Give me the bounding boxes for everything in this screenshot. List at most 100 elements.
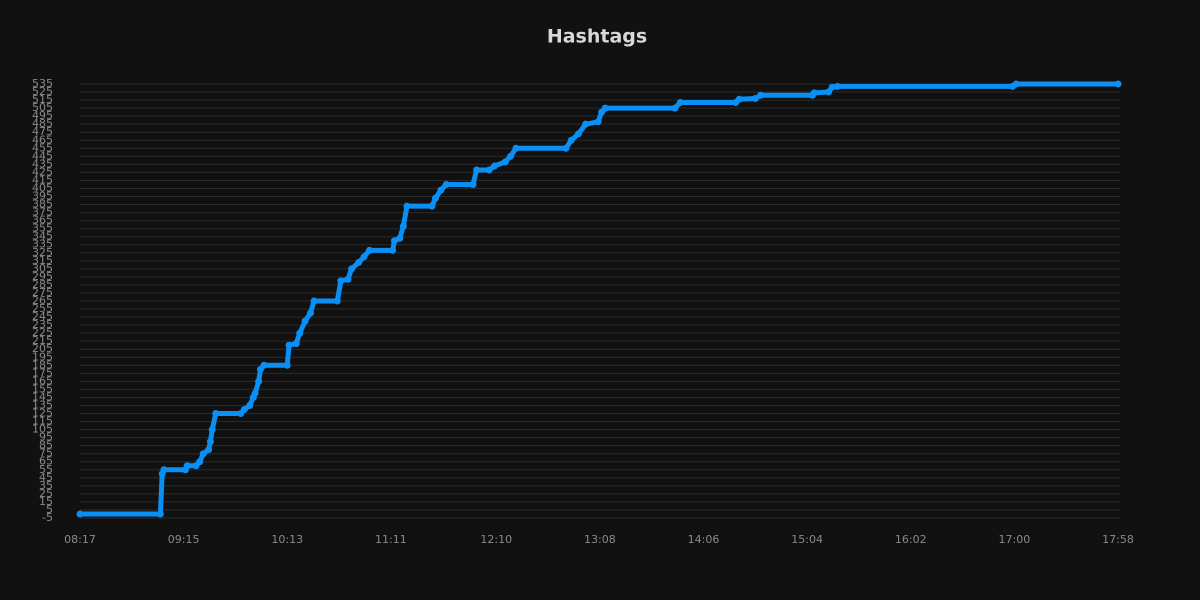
data-point — [199, 450, 207, 458]
y-tick-label: 335 — [32, 238, 53, 251]
y-tick-label: 525 — [32, 85, 53, 98]
y-tick-label: 215 — [32, 334, 53, 347]
data-point — [292, 340, 300, 348]
data-point — [735, 95, 743, 103]
data-point — [196, 458, 204, 466]
data-point — [344, 275, 352, 283]
y-tick-label: 475 — [32, 125, 53, 138]
data-point — [396, 234, 404, 242]
y-tick-label: 455 — [32, 141, 53, 154]
y-tick-label: 495 — [32, 109, 53, 122]
y-tick-label: 345 — [32, 230, 53, 243]
data-point — [160, 466, 168, 474]
data-point — [283, 361, 291, 369]
y-tick-label: 105 — [32, 423, 53, 436]
data-point — [156, 510, 164, 518]
data-point — [671, 104, 679, 112]
data-point — [834, 82, 842, 90]
x-tick-label: 12:10 — [480, 533, 512, 546]
data-point — [512, 144, 520, 152]
y-tick-label: 235 — [32, 318, 53, 331]
y-tick-label: 385 — [32, 198, 53, 211]
y-tick-label: 485 — [32, 117, 53, 130]
y-tick-label: 465 — [32, 133, 53, 146]
data-point — [507, 152, 515, 160]
data-point — [285, 341, 293, 349]
data-point — [365, 246, 373, 254]
data-point — [208, 426, 216, 434]
data-point — [825, 88, 833, 96]
y-tick-label: 5 — [46, 503, 53, 516]
x-tick-label: 17:00 — [999, 533, 1031, 546]
x-tick-label: 11:11 — [375, 533, 407, 546]
data-point — [1114, 80, 1122, 88]
x-tick-label: 10:13 — [271, 533, 303, 546]
y-tick-label: 515 — [32, 93, 53, 106]
y-tick-label: 505 — [32, 101, 53, 114]
y-tick-label: 395 — [32, 190, 53, 203]
data-point — [76, 510, 84, 518]
data-point — [442, 180, 450, 188]
y-tick-label: 245 — [32, 310, 53, 323]
y-tick-label: 165 — [32, 374, 53, 387]
y-tick-label: 135 — [32, 398, 53, 411]
y-tick-label: 375 — [32, 206, 53, 219]
x-tick-label: 13:08 — [584, 533, 616, 546]
data-point — [751, 94, 759, 102]
data-point — [757, 91, 765, 99]
y-tick-label: 445 — [32, 149, 53, 162]
data-point — [594, 118, 602, 126]
data-point — [360, 253, 368, 261]
y-tick-label: 55 — [39, 463, 53, 476]
data-point — [260, 361, 268, 369]
y-tick-label: 15 — [39, 495, 53, 508]
y-tick-label: 75 — [39, 447, 53, 460]
data-point — [390, 237, 398, 245]
data-point — [306, 309, 314, 317]
data-point — [403, 202, 411, 210]
data-point — [562, 144, 570, 152]
data-point — [582, 120, 590, 128]
data-point — [485, 166, 493, 174]
y-tick-label: 305 — [32, 262, 53, 275]
y-tick-label: 225 — [32, 326, 53, 339]
data-point — [828, 83, 836, 91]
data-point — [246, 401, 254, 409]
x-tick-label: 15:04 — [791, 533, 823, 546]
y-tick-label: 35 — [39, 479, 53, 492]
y-tick-label: 425 — [32, 165, 53, 178]
data-point — [473, 166, 481, 174]
data-point — [333, 297, 341, 305]
data-point — [348, 265, 356, 273]
data-point — [437, 186, 445, 194]
data-point — [183, 462, 191, 470]
x-tick-label: 16:02 — [895, 533, 927, 546]
data-point — [1012, 80, 1020, 88]
y-tick-label: 95 — [39, 431, 53, 444]
x-tick-label: 14:06 — [688, 533, 720, 546]
data-point — [310, 297, 318, 305]
y-tick-label: 535 — [32, 77, 53, 90]
y-tick-label: 185 — [32, 358, 53, 371]
y-tick-label: -5 — [42, 511, 53, 524]
data-point — [399, 222, 407, 230]
y-tick-label: 65 — [39, 455, 53, 468]
y-tick-label: 435 — [32, 157, 53, 170]
data-point — [255, 377, 263, 385]
y-tick-label: 25 — [39, 487, 53, 500]
y-tick-label: 325 — [32, 246, 53, 259]
data-point — [490, 162, 498, 170]
chart-title: Hashtags — [547, 26, 647, 48]
y-tick-label: 205 — [32, 342, 53, 355]
y-tick-label: 155 — [32, 382, 53, 395]
y-tick-label: 275 — [32, 286, 53, 299]
y-tick-label: 175 — [32, 366, 53, 379]
data-point — [389, 246, 397, 254]
x-tick-label: 08:17 — [64, 533, 96, 546]
data-point — [676, 98, 684, 106]
data-point — [296, 329, 304, 337]
y-tick-label: 415 — [32, 173, 53, 186]
y-tick-label: 315 — [32, 254, 53, 267]
y-tick-label: 285 — [32, 278, 53, 291]
